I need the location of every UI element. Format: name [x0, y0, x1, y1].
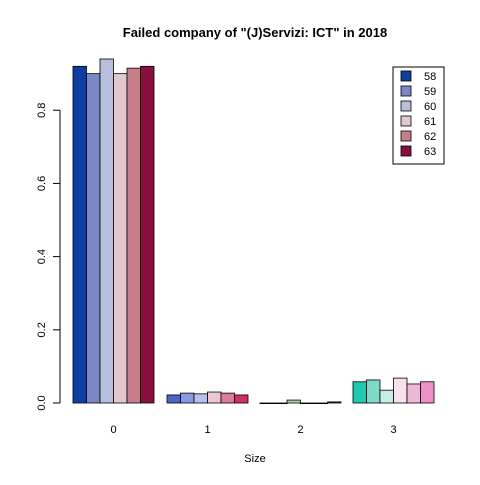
y-tick-label: 0.4 [36, 249, 48, 264]
legend-label-62: 62 [424, 131, 436, 143]
bar-2-58 [259, 402, 274, 405]
legend: 58 59 60 61 62 63 [392, 66, 445, 165]
x-tick-label: 2 [297, 424, 303, 436]
bar-0-60 [99, 58, 114, 404]
legend-swatch-62 [400, 130, 412, 142]
bar-1-63 [234, 394, 249, 404]
bar-1-58 [166, 394, 181, 404]
bar-1-59 [180, 392, 195, 404]
legend-label-63: 63 [424, 146, 436, 158]
x-tick-label: 3 [390, 424, 396, 436]
bar-2-59 [273, 402, 288, 405]
bar-3-61 [393, 377, 408, 404]
bar-2-60 [286, 399, 301, 404]
legend-swatch-58 [400, 70, 412, 82]
bar-0-58 [72, 65, 87, 404]
legend-label-59: 59 [424, 86, 436, 98]
x-tick-label: 1 [204, 424, 210, 436]
y-tick-label: 0.0 [36, 395, 48, 410]
bar-0-62 [126, 67, 141, 404]
chart-title: Failed company of "(J)Servizi: ICT" in 2… [123, 25, 387, 40]
bar-1-62 [220, 392, 235, 404]
bar-1-61 [207, 391, 222, 404]
bar-3-58 [352, 381, 367, 404]
legend-swatch-59 [400, 85, 412, 97]
legend-swatch-61 [400, 115, 412, 127]
y-tick-label: 0.2 [36, 322, 48, 337]
legend-label-61: 61 [424, 116, 436, 128]
bar-0-59 [86, 73, 101, 404]
bar-3-62 [406, 383, 421, 404]
legend-swatch-60 [400, 100, 412, 112]
bar-2-63 [327, 401, 342, 404]
legend-label-58: 58 [424, 71, 436, 83]
x-axis-label: Size [244, 453, 265, 465]
bar-3-59 [366, 379, 381, 404]
y-axis: 0.0 0.2 0.4 0.6 0.8 [36, 103, 61, 411]
bar-2-62 [313, 402, 328, 405]
bar-1-60 [193, 393, 208, 404]
bar-3-60 [379, 389, 394, 404]
y-tick-label: 0.6 [36, 176, 48, 191]
bar-2-61 [300, 402, 315, 405]
legend-label-60: 60 [424, 101, 436, 113]
bar-series-group [72, 58, 435, 405]
x-axis-ticks: 0 1 2 3 [110, 424, 396, 436]
legend-swatch-63 [400, 145, 412, 157]
bar-0-61 [113, 73, 128, 404]
y-tick-label: 0.8 [36, 103, 48, 118]
x-tick-label: 0 [110, 424, 116, 436]
bar-3-63 [420, 381, 435, 404]
bar-0-63 [140, 65, 155, 404]
